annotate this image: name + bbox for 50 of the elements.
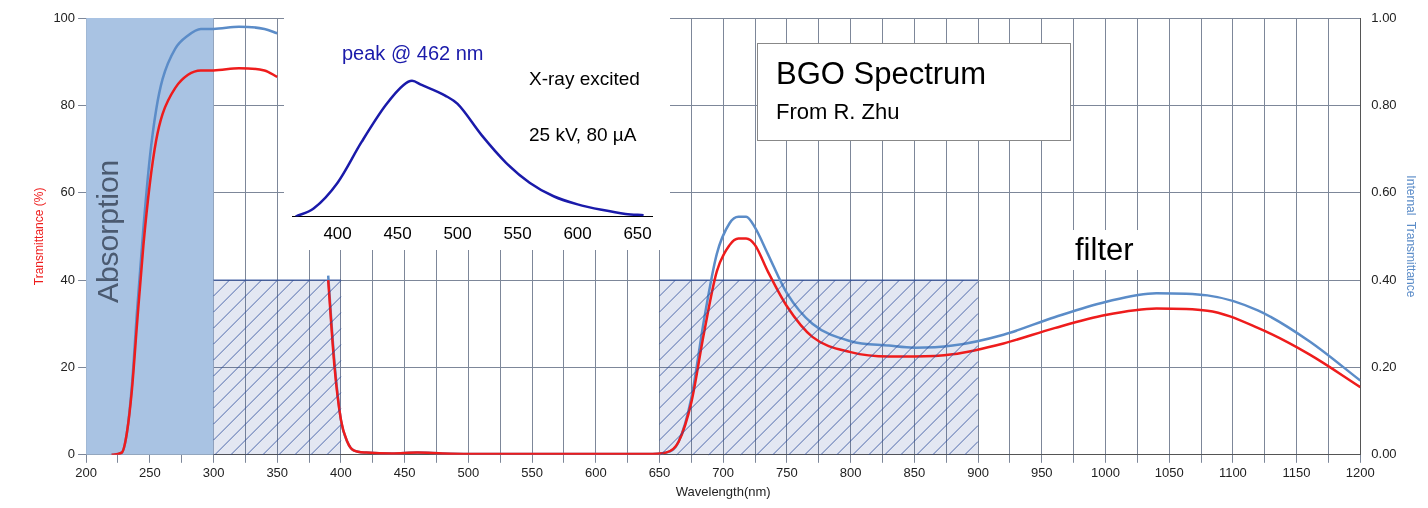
chart-title: peak @ 462 nm: [342, 42, 484, 65]
y-tick-label: 60: [60, 184, 76, 200]
y-axis-title: Transmittance (%): [31, 187, 46, 286]
y2-tick-label: 0.00: [1371, 446, 1397, 462]
y-tick-label: 20: [60, 359, 76, 375]
annotation: BGO Spectrum: [776, 56, 987, 92]
x-tick-label: 200: [75, 465, 97, 481]
x-tick-label: 650: [623, 224, 652, 244]
x-tick-label: 650: [648, 465, 671, 481]
x-tick-label: 450: [393, 465, 416, 481]
x-tick-label: 400: [330, 465, 352, 481]
x-tick-label: 450: [383, 224, 412, 244]
x-tick-label: 500: [443, 224, 472, 244]
x-tick-label: 1050: [1154, 465, 1184, 481]
x-tick-label: 600: [563, 224, 592, 244]
x-axis-title: Wavelength(nm): [675, 483, 771, 499]
annotation: From R. Zhu: [776, 99, 900, 125]
x-tick-label: 600: [584, 465, 607, 481]
x-tick-label: 550: [503, 224, 532, 244]
y2-tick-label: 0.40: [1371, 271, 1397, 287]
annotation: 25 kV, 80 µA: [529, 124, 637, 146]
x-tick-label: 1200: [1345, 465, 1375, 481]
x-tick-label: 800: [839, 465, 862, 481]
y-tick-label: 80: [60, 96, 76, 112]
x-tick-label: 400: [323, 224, 352, 244]
y2-axis-title: Internal Transmittance: [1404, 175, 1419, 298]
band-label: Absorption: [91, 159, 125, 304]
y2-tick-label: 1.00: [1371, 9, 1397, 25]
y2-tick-label: 0.80: [1371, 96, 1397, 112]
y-tick-label: 0: [67, 446, 76, 462]
x-tick-label: 950: [1030, 465, 1053, 481]
x-tick-label: 300: [202, 465, 225, 481]
x-tick-label: 1100: [1218, 465, 1247, 481]
annotation: X-ray excited: [529, 68, 640, 90]
x-tick-label: 750: [776, 465, 798, 481]
x-tick-label: 900: [967, 465, 989, 481]
x-tick-label: 250: [138, 465, 161, 481]
x-tick-label: 850: [903, 465, 926, 481]
x-tick-label: 500: [457, 465, 480, 481]
annotation: filter: [1065, 230, 1144, 270]
text-box: BGO Spectrum From R. Zhu: [757, 43, 1071, 141]
x-tick-label: 1000: [1091, 465, 1120, 481]
y2-tick-label: 0.20: [1371, 359, 1397, 375]
x-tick-label: 550: [521, 465, 543, 481]
y-tick-label: 100: [53, 9, 76, 25]
x-tick-label: 350: [266, 465, 289, 481]
y2-tick-label: 0.60: [1371, 184, 1397, 200]
y-tick-label: 40: [60, 271, 76, 287]
x-tick-label: 1150: [1282, 465, 1311, 481]
x-tick-label: 700: [712, 465, 735, 481]
